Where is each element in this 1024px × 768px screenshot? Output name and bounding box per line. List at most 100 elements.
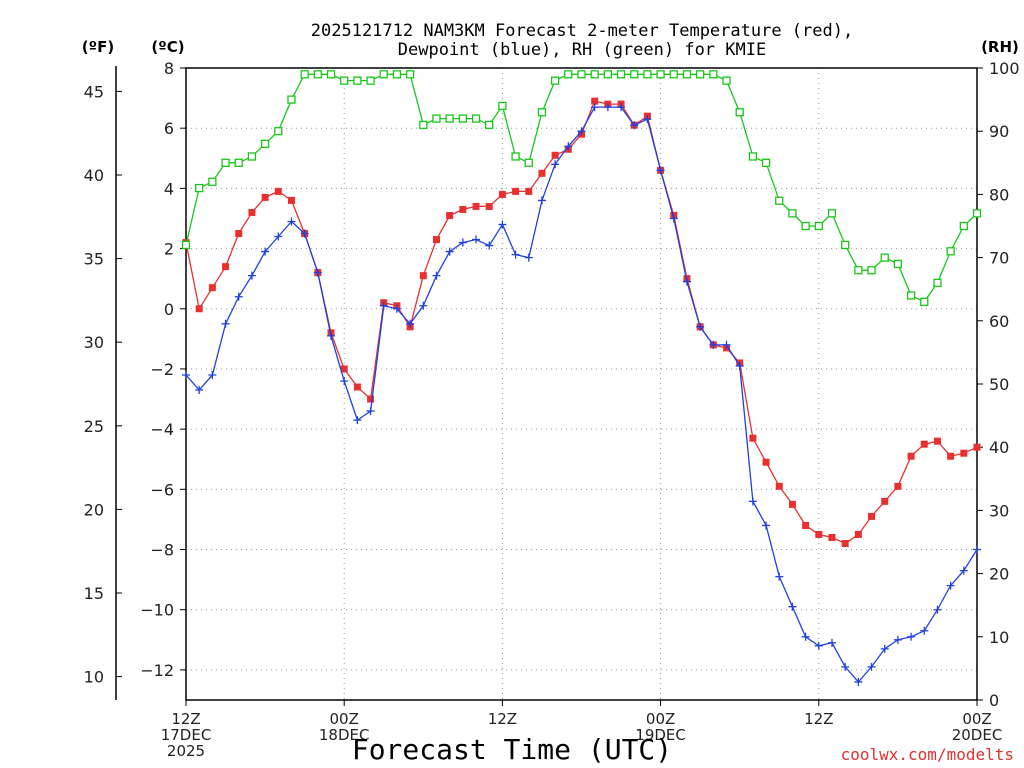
temperature-point	[525, 187, 533, 195]
temperature-point	[261, 193, 269, 201]
rh-point	[300, 70, 309, 79]
dewpoint-point	[366, 407, 375, 416]
dewpoint-point	[973, 545, 981, 554]
rh-tick-label: 20	[989, 565, 1009, 584]
celsius-tick-label: −6	[150, 480, 174, 499]
rh-point	[221, 158, 230, 167]
temperature-point	[195, 305, 203, 313]
celsius-tick-label: −8	[150, 541, 174, 560]
rh-point	[564, 70, 573, 79]
x-tick-label: 12Z	[171, 710, 200, 728]
temperature-point	[947, 452, 955, 460]
dewpoint-point	[195, 386, 204, 395]
rh-point	[775, 196, 784, 205]
rh-point	[379, 70, 388, 79]
dewpoint-point	[748, 497, 757, 506]
rh-point	[946, 247, 955, 256]
rh-point	[577, 70, 586, 79]
celsius-tick-label: −2	[150, 360, 174, 379]
temperature-point	[208, 284, 216, 292]
plot-frame	[185, 67, 978, 701]
rh-point	[181, 240, 191, 250]
rh-point	[392, 70, 402, 79]
x-tick-label: 17DEC	[161, 726, 212, 744]
x-tick-label: 00Z	[646, 710, 675, 728]
dewpoint-point	[287, 217, 296, 226]
rh-point	[854, 266, 863, 275]
celsius-tick-label: −12	[140, 661, 174, 680]
temperature-point	[235, 230, 243, 238]
dewpoint-point	[630, 121, 639, 130]
rh-point	[906, 291, 916, 300]
rh-point	[682, 70, 692, 79]
rh-point	[801, 221, 810, 231]
rh-point	[445, 114, 454, 123]
temperature-point	[591, 97, 599, 105]
dewpoint-point	[524, 253, 533, 262]
fahrenheit-unit-label: (ºF)	[82, 38, 114, 56]
rh-point	[656, 70, 665, 79]
dewpoint-point	[406, 319, 415, 328]
temperature-point	[854, 530, 862, 538]
temperature-point	[868, 512, 876, 520]
temperature-point	[432, 236, 440, 244]
dewpoint-point	[946, 581, 955, 590]
rh-point	[498, 101, 507, 111]
temperature-point	[841, 540, 849, 548]
rh-point	[972, 209, 982, 218]
rh-point	[841, 240, 850, 250]
rh-point	[748, 152, 758, 161]
dewpoint-point	[353, 416, 362, 425]
rh-tick-label: 0	[989, 691, 999, 710]
x-tick-label: 12Z	[488, 710, 517, 728]
temperature-point	[907, 452, 915, 460]
rh-point	[933, 278, 942, 288]
temperature-point	[367, 395, 375, 403]
fahrenheit-tick-label: 10	[84, 668, 104, 687]
fahrenheit-tick-label: 30	[84, 333, 104, 352]
dewpoint-point	[472, 235, 481, 244]
celsius-tick-label: 2	[164, 240, 174, 259]
dewpoint-point	[234, 292, 243, 301]
x-tick-label: 00Z	[330, 710, 359, 728]
temperature-point	[960, 449, 968, 457]
dewpoint-point	[590, 103, 599, 112]
temperature-point	[788, 500, 796, 508]
dewpoint-point	[419, 301, 428, 310]
dewpoint-point	[643, 115, 652, 124]
rh-point	[867, 266, 876, 275]
celsius-tick-label: 0	[164, 300, 174, 319]
dewpoint-point	[300, 229, 309, 238]
series-rh	[181, 70, 982, 306]
temperature-point	[815, 530, 823, 538]
rh-point	[234, 158, 243, 167]
temperature-point	[538, 169, 546, 177]
temperature-point	[920, 440, 928, 448]
celsius-tick-label: −10	[140, 601, 174, 620]
rh-tick-label: 40	[989, 438, 1009, 457]
dewpoint-point	[511, 250, 520, 259]
dewpoint-line	[185, 106, 978, 683]
dewpoint-point	[617, 103, 626, 112]
rh-point	[616, 70, 626, 79]
temperature-line	[185, 100, 978, 545]
temperature-point	[498, 190, 506, 198]
rh-point	[709, 70, 718, 79]
dewpoint-point	[247, 271, 256, 280]
temperature-point	[828, 533, 836, 541]
celsius-tick-label: −4	[150, 420, 174, 439]
temperature-point	[933, 437, 941, 445]
temperature-point	[551, 151, 559, 159]
dewpoint-point	[537, 196, 546, 205]
dewpoint-point	[208, 370, 217, 379]
dewpoint-point	[182, 370, 190, 379]
temperature-point	[485, 202, 493, 210]
dewpoint-point	[735, 361, 744, 370]
dewpoint-point	[959, 566, 968, 575]
rh-point	[458, 114, 468, 123]
dewpoint-point	[261, 247, 270, 256]
rh-point	[366, 76, 375, 85]
dewpoint-point	[854, 677, 863, 686]
temperature-point	[419, 272, 427, 280]
rh-point	[603, 70, 613, 79]
